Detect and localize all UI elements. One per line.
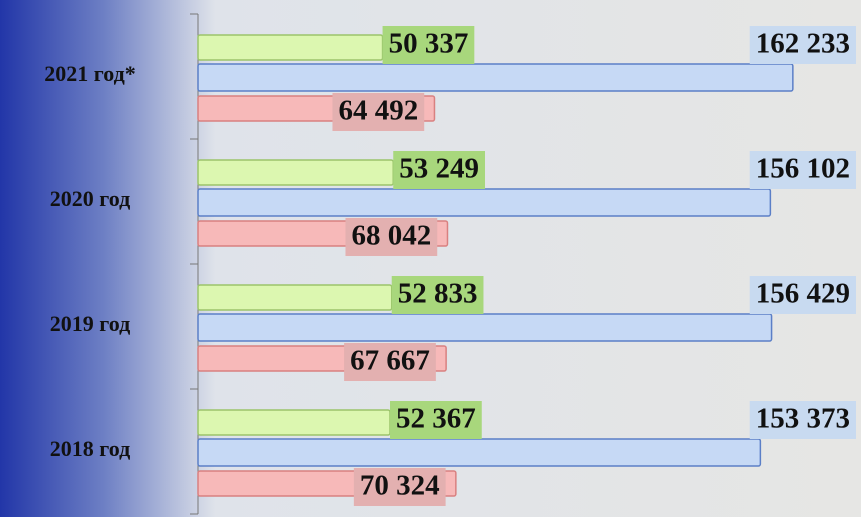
value-label: 153 373 [756, 403, 850, 435]
bar [198, 160, 393, 185]
y-tick-label: 2020 год [50, 186, 130, 211]
chart: 2021 год* 2020 год 2019 год 2018 год 50 337 1… [0, 0, 861, 517]
y-tick-label: 2019 год [50, 311, 130, 336]
bar [198, 35, 383, 60]
bar [198, 189, 770, 216]
value-label: 64 492 [338, 95, 418, 127]
bar [198, 410, 390, 435]
bar [198, 314, 772, 341]
value-label: 52 367 [396, 403, 476, 435]
y-tick-label: 2018 год [50, 436, 130, 461]
value-label: 53 249 [399, 153, 479, 185]
bar [198, 64, 793, 91]
bar [198, 285, 392, 310]
value-label: 67 667 [350, 345, 430, 377]
value-label: 52 833 [398, 278, 478, 310]
bar [198, 439, 760, 466]
value-label: 156 102 [756, 153, 850, 185]
y-tick-label: 2021 год* [44, 61, 135, 86]
value-label: 68 042 [351, 220, 431, 252]
value-label: 70 324 [360, 470, 440, 502]
value-label: 50 337 [389, 28, 469, 60]
value-label: 162 233 [756, 28, 850, 60]
value-label: 156 429 [756, 278, 850, 310]
